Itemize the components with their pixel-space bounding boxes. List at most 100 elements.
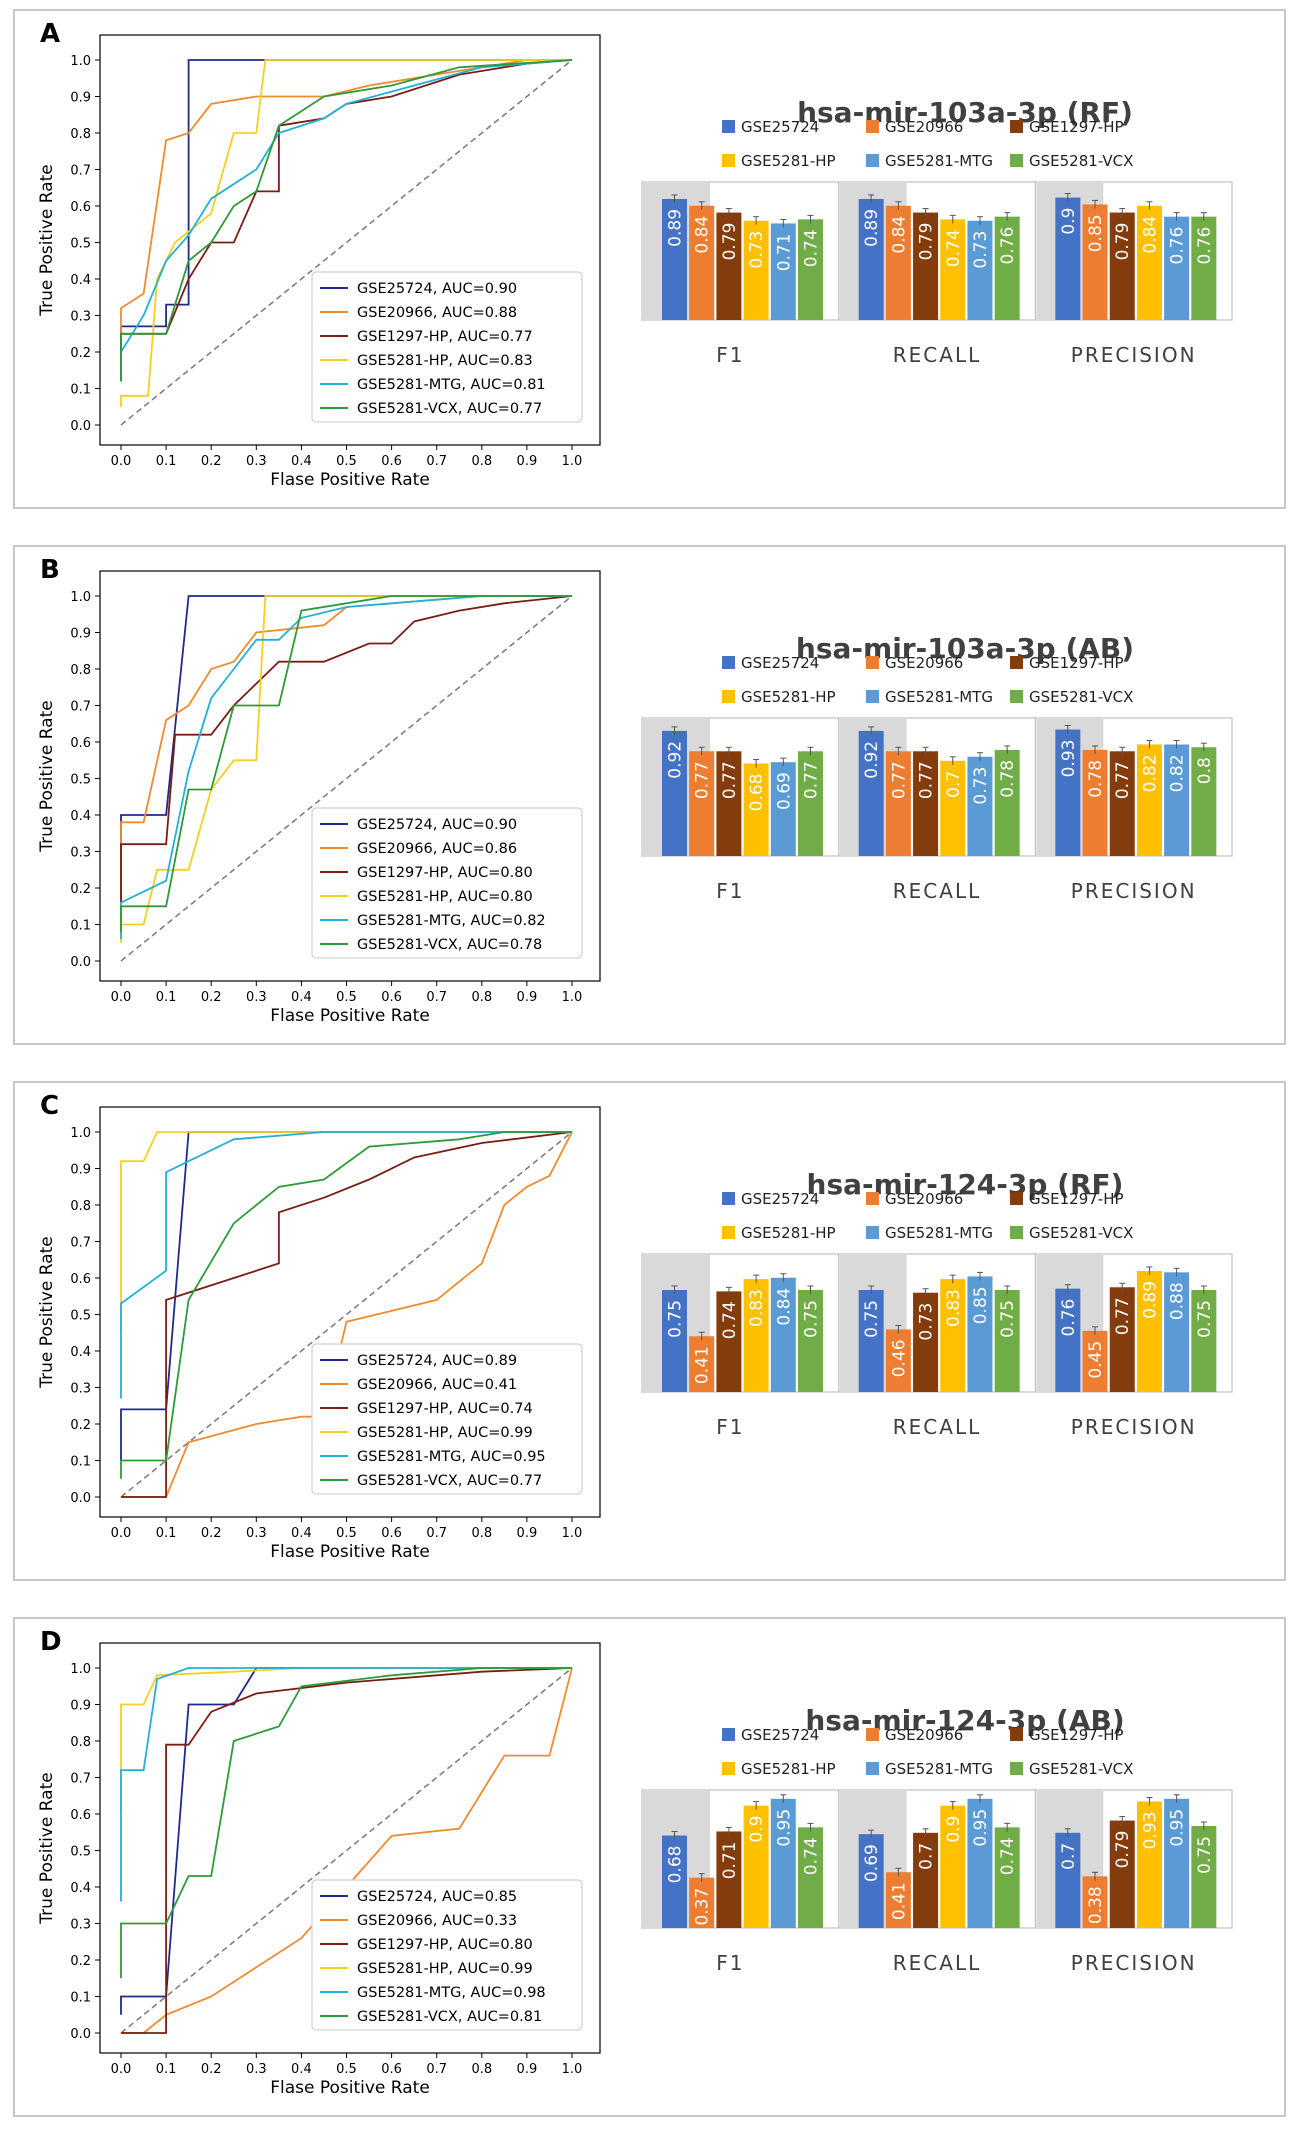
x-tick-label: 0.0 [111, 990, 132, 1005]
chance-diagonal [120, 1667, 573, 2034]
bar-value-label: 0.78 [998, 760, 1018, 798]
x-tick-label: 0.4 [291, 990, 312, 1005]
x-tick-label: 0.5 [336, 454, 357, 469]
roc-curve-GSE5281-VCX [120, 595, 572, 932]
bar-value-label: 0.71 [774, 233, 794, 271]
panel-letter: C [40, 1091, 59, 1121]
bar-value-label: 0.38 [1086, 1886, 1106, 1924]
bar-value-label: 0.76 [1168, 227, 1188, 265]
bar-legend-label-GSE5281-VCX: GSE5281-VCX [1029, 1760, 1133, 1778]
legend-label-GSE5281-MTG: GSE5281-MTG, AUC=0.82 [357, 913, 546, 929]
roc-curve-GSE5281-VCX [120, 1667, 572, 1979]
x-tick-label: 0.4 [291, 2062, 312, 2077]
bar-GSE20966-PRECISION [1082, 204, 1108, 320]
legend-label-GSE25724: GSE25724, AUC=0.90 [357, 817, 517, 833]
y-tick-label: 0.0 [70, 419, 91, 434]
bar-GSE1297-HP-PRECISION [1109, 212, 1135, 320]
y-tick-label: 0.4 [70, 809, 91, 824]
bar-value-label: 0.84 [693, 216, 713, 254]
bar-legend-swatch-GSE1297-HP [1010, 1192, 1023, 1205]
bar-GSE5281-HP-RECALL [940, 1805, 966, 1928]
bar-GSE5281-MTG-F1 [770, 762, 796, 856]
x-tick-label: 0.8 [471, 454, 492, 469]
bar-GSE20966-F1 [689, 205, 715, 320]
legend-label-GSE1297-HP: GSE1297-HP, AUC=0.80 [357, 865, 533, 881]
roc-curve-GSE5281-MTG [120, 595, 572, 940]
bar-GSE5281-MTG-F1 [770, 223, 796, 320]
roc-curve-GSE5281-VCX [120, 59, 573, 382]
panel-B: B 0.0 0.0 0.1 0.1 0.2 0.2 0.3 0.3 0.4 0.4 0.5 0.5 0.6… [13, 545, 1286, 1045]
bar-GSE5281-HP-RECALL [940, 1279, 966, 1392]
bar-legend-label-GSE1297-HP: GSE1297-HP [1029, 654, 1124, 672]
x-axis-label: Flase Positive Rate [270, 1542, 430, 1562]
bar-value-label: 0.7 [917, 1843, 937, 1870]
bar-legend-label-GSE5281-VCX: GSE5281-VCX [1029, 152, 1133, 170]
bar-GSE5281-VCX-RECALL [994, 749, 1020, 856]
panel-letter: D [40, 1627, 62, 1657]
bar-GSE5281-VCX-PRECISION [1191, 1290, 1217, 1392]
bar-GSE5281-VCX-F1 [798, 751, 823, 856]
bar-chart-title: hsa-mir-103a-3p (RF) [797, 96, 1133, 129]
bar-value-label: 0.77 [1113, 761, 1133, 799]
bar-GSE20966-RECALL [885, 1872, 911, 1928]
category-label: F1 [716, 343, 744, 367]
x-tick-label: 0.2 [201, 454, 222, 469]
y-tick-label: 0.4 [70, 1881, 91, 1896]
bar-value-label: 0.73 [747, 231, 767, 269]
bar-legend-swatch-GSE5281-VCX [1010, 690, 1023, 703]
y-tick-label: 0.3 [70, 310, 91, 325]
bar-GSE5281-HP-F1 [743, 220, 769, 320]
bar-value-label: 0.77 [802, 761, 822, 799]
bar-legend-swatch-GSE25724 [722, 1192, 735, 1205]
bar-legend-label-GSE1297-HP: GSE1297-HP [1029, 118, 1124, 136]
bar-legend-swatch-GSE20966 [866, 656, 879, 669]
y-tick-label: 0.6 [70, 736, 91, 751]
roc-curve-GSE5281-HP [120, 1131, 572, 1333]
bar-legend-label-GSE25724: GSE25724 [741, 1726, 819, 1744]
bar-legend-swatch-GSE5281-HP [722, 1226, 735, 1239]
bar-legend-swatch-GSE20966 [866, 1728, 879, 1741]
bar-GSE5281-HP-F1 [743, 1805, 769, 1928]
bar-GSE1297-HP-PRECISION [1109, 751, 1135, 856]
roc-plot: 0.0 0.0 0.1 0.1 0.2 0.2 0.3 0.3 0.4 0.4 0.5 0.5 0.6 0… [37, 34, 601, 490]
legend-label-GSE25724: GSE25724, AUC=0.90 [357, 281, 517, 297]
y-axis-label: True Positive Rate [37, 164, 57, 316]
y-tick-label: 0.1 [70, 383, 91, 398]
bar-GSE5281-HP-PRECISION [1136, 1801, 1162, 1928]
bar-legend-label-GSE5281-HP: GSE5281-HP [741, 1224, 836, 1242]
x-tick-label: 0.0 [111, 1526, 132, 1541]
bar-chart: hsa-mir-124-3p (AB)GSE25724 GSE20966 GSE12… [641, 1704, 1233, 1975]
category-label: F1 [716, 1415, 744, 1439]
y-tick-label: 0.3 [70, 1382, 91, 1397]
x-axis-label: Flase Positive Rate [270, 2078, 430, 2098]
category-label: RECALL [893, 1951, 981, 1975]
y-tick-label: 0.7 [70, 700, 91, 715]
bar-legend-label-GSE25724: GSE25724 [741, 654, 819, 672]
bar-value-label: 0.76 [1059, 1299, 1079, 1337]
x-tick-label: 0.9 [517, 454, 538, 469]
bar-value-label: 0.76 [998, 227, 1018, 265]
x-tick-label: 0.8 [471, 1526, 492, 1541]
legend-label-GSE5281-MTG: GSE5281-MTG, AUC=0.95 [357, 1449, 546, 1465]
bar-GSE25724-PRECISION [1055, 197, 1081, 320]
y-tick-label: 0.5 [70, 1845, 91, 1860]
legend-label-GSE5281-VCX: GSE5281-VCX, AUC=0.77 [357, 1473, 542, 1489]
x-tick-label: 0.7 [426, 2062, 447, 2077]
bar-legend-swatch-GSE5281-HP [722, 1762, 735, 1775]
panel-A: A 0.0 0.0 0.1 0.1 0.2 0.2 0.3 0.3 0.4 0.4 0.5 0.5 0.6… [13, 9, 1286, 509]
chance-diagonal [120, 595, 573, 962]
bar-GSE5281-VCX-F1 [798, 1827, 823, 1928]
bar-GSE1297-HP-F1 [716, 751, 742, 856]
bar-value-label: 0.45 [1086, 1341, 1106, 1379]
bar-legend-label-GSE5281-MTG: GSE5281-MTG [885, 688, 993, 706]
y-tick-label: 0.9 [70, 91, 91, 106]
x-tick-label: 0.1 [156, 454, 177, 469]
x-tick-label: 0.5 [336, 1526, 357, 1541]
bar-legend-swatch-GSE25724 [722, 1728, 735, 1741]
category-label: PRECISION [1071, 1951, 1197, 1975]
legend-label-GSE1297-HP: GSE1297-HP, AUC=0.80 [357, 1937, 533, 1953]
bar-GSE20966-F1 [689, 1877, 715, 1928]
y-tick-label: 0.3 [70, 1918, 91, 1933]
y-tick-label: 1.0 [70, 590, 91, 605]
bar-GSE5281-VCX-F1 [798, 219, 823, 320]
